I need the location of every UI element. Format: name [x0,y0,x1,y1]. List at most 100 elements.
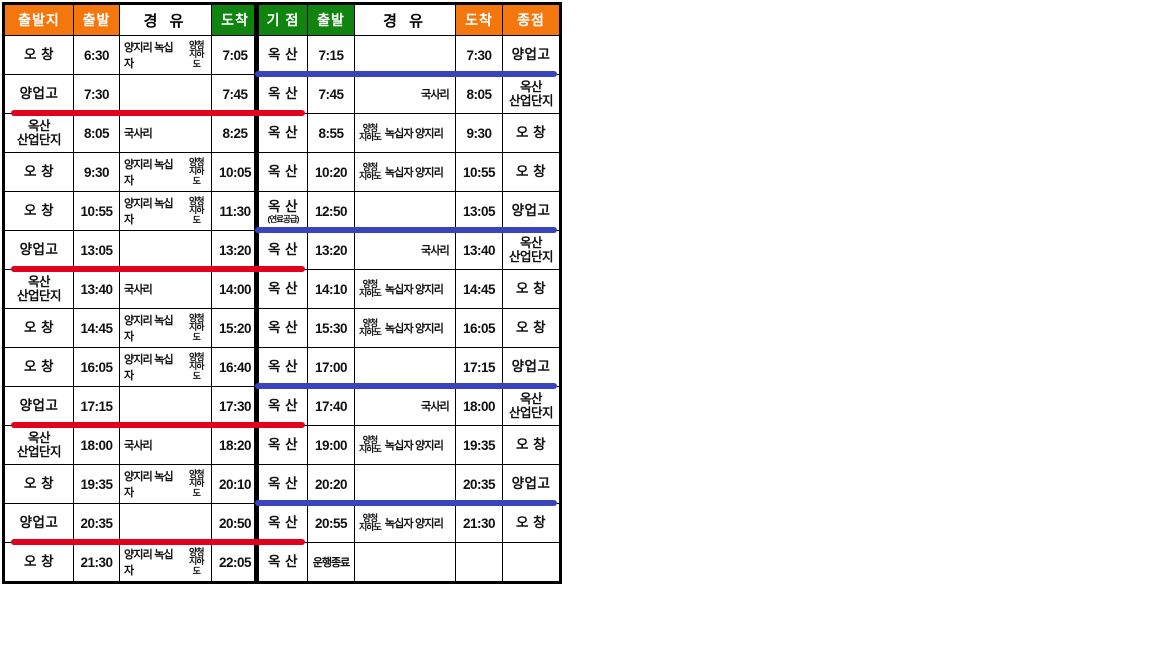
from-text: 오 창 [23,476,55,492]
right-header-3: 도착 [456,5,502,35]
left-header-3: 도착 [212,5,258,35]
cell-via [120,231,211,269]
cell-origin: 옥 산 [259,114,307,152]
cell-via: 양지리 녹십자 양청 지하도 [120,153,211,191]
cell-depart: 6:30 [74,36,119,74]
cell-depart: 20:35 [74,504,119,542]
via-text: 국사리 [421,245,450,257]
cell-via: 양청 지하도 녹십자 양지리 [355,114,455,152]
from-text: 양업고 [19,398,59,414]
cell-depart: 14:45 [74,309,119,347]
via-stack-bottom: 지하도 [359,327,382,337]
cell-depart: 15:30 [308,309,354,347]
cell-depart: 10:55 [74,192,119,230]
from-text: 오 창 [23,554,55,570]
cell-depart: 13:20 [308,231,354,269]
dest-text: 양업고 [511,476,551,492]
cell-via: 국사리 [120,114,211,152]
cell-dest: 양업고 [503,36,559,74]
dest-text: 옥산 [519,79,543,94]
via-text: 양지리 녹십자 [124,198,174,226]
cell-origin: 옥 산 [259,387,307,425]
cell-depart: 17:00 [308,348,354,386]
right-header-4: 종점 [503,5,559,35]
cell-arrive: 7:45 [212,75,258,113]
cell-arrive: 18:00 [456,387,502,425]
dest-text: 오 창 [515,164,547,180]
cell-dest: 오 창 [503,270,559,308]
cell-via: 양지리 녹십자 양청 지하도 [120,309,211,347]
origin-text: 옥 산 [267,198,299,214]
via-stack: 양청 지하도 [185,312,207,343]
cell-arrive [456,543,502,581]
cell-origin: 옥 산 [259,75,307,113]
via-stack-top: 양청 [362,434,379,445]
cell-arrive: 7:05 [212,36,258,74]
cell-depart: 13:40 [74,270,119,308]
cell-from: 옥산 산업단지 [5,114,73,152]
via-stack: 양청 지하도 [359,318,382,338]
via-stack-top: 양청 [362,122,379,133]
via-stack: 양청 지하도 [185,195,207,226]
cell-origin: 옥 산 [259,426,307,464]
dest-text: 옥산 [519,391,543,406]
cell-dest: 옥산 산업단지 [503,387,559,425]
via-stack-top: 양청 [188,195,205,206]
cell-via: 양지리 녹십자 양청 지하도 [120,348,211,386]
cell-depart: 20:55 [308,504,354,542]
cell-from: 오 창 [5,36,73,74]
via-text: 국사리 [124,284,153,296]
via-stack-top: 양청 [188,312,205,323]
cell-arrive: 18:20 [212,426,258,464]
cell-from: 양업고 [5,75,73,113]
via-stack: 양청 지하도 [185,469,207,499]
cell-from: 오 창 [5,192,73,230]
via-text: 양지리 녹십자 [124,159,174,187]
cell-dest: 옥산 산업단지 [503,75,559,113]
cell-arrive: 20:35 [456,465,502,503]
origin-text: 옥 산 [267,47,299,63]
via-stack-bottom: 지하도 [188,361,205,381]
via-stack: 양청 지하도 [185,351,207,382]
cell-via: 양지리 녹십자 양청 지하도 [120,543,211,581]
table-divider [254,5,258,581]
from-text: 양업고 [19,86,59,102]
origin-text: 옥 산 [267,554,299,570]
cell-arrive: 13:20 [212,231,258,269]
cell-via: 양청 지하도 녹십자 양지리 [355,153,455,191]
dest-text: 양업고 [511,359,551,375]
cell-via [120,504,211,542]
from-text-2: 산업단지 [16,289,62,303]
cell-arrive: 16:40 [212,348,258,386]
cell-via: 국사리 [355,231,455,269]
cell-via [355,348,455,386]
cell-arrive: 14:00 [212,270,258,308]
origin-text: 옥 산 [267,125,299,141]
from-text: 옥산 [27,430,51,445]
via-text: 양지리 녹십자 [124,354,174,382]
via-stack: 양청 지하도 [359,162,382,182]
via-stack-bottom: 지하도 [359,444,382,454]
via-text: 녹십자 양지리 [384,440,444,452]
via-stack-top: 양청 [188,156,205,167]
via-stack-top: 양청 [362,278,379,289]
cell-arrive: 11:30 [212,192,258,230]
via-stack-bottom: 지하도 [188,322,205,342]
cell-origin: 옥 산 [259,309,307,347]
cell-via: 양지리 녹십자 양청 지하도 [120,192,211,230]
origin-text: 옥 산 [267,398,299,414]
cell-depart: 7:15 [308,36,354,74]
left-header-0: 출발지 [5,5,73,35]
via-text: 녹십자 양지리 [384,128,444,140]
cell-via: 양청 지하도 녹십자 양지리 [355,270,455,308]
cell-via: 국사리 [120,270,211,308]
cell-arrive: 22:05 [212,543,258,581]
cell-arrive: 17:15 [456,348,502,386]
cell-origin: 옥 산 [259,231,307,269]
via-stack-bottom: 지하도 [188,556,205,576]
cell-dest: 양업고 [503,465,559,503]
via-stack-top: 양청 [188,351,205,362]
cell-origin: 옥 산 [259,504,307,542]
cell-arrive: 8:05 [456,75,502,113]
cell-from: 옥산 산업단지 [5,426,73,464]
